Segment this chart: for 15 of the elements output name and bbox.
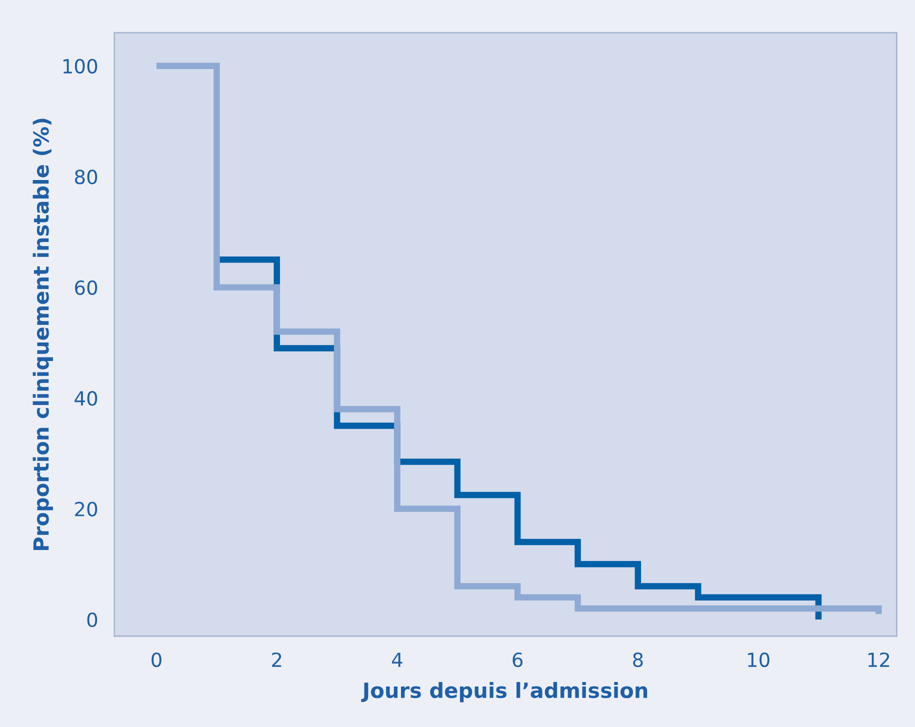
x-tick-label: 0 [152,652,162,668]
y-tick-label: 100 [63,58,98,74]
x-tick-label: 8 [633,652,643,668]
y-tick-label: 0 [87,612,98,628]
x-tick-label: 6 [512,652,523,668]
x-axis-title: Jours depuis l’admission [361,682,648,702]
y-tick-label: 80 [74,170,98,184]
y-axis-title: Proportion cliniquement instable (%) [32,118,53,550]
y-tick-label: 20 [75,502,98,516]
x-tick-label: 12 [868,652,890,667]
x-tick-label: 4 [392,652,402,667]
x-tick-label: 10 [748,652,770,668]
x-tick-label: 2 [272,652,282,667]
y-tick-label: 40 [74,391,98,406]
y-tick-label: 60 [75,280,98,296]
